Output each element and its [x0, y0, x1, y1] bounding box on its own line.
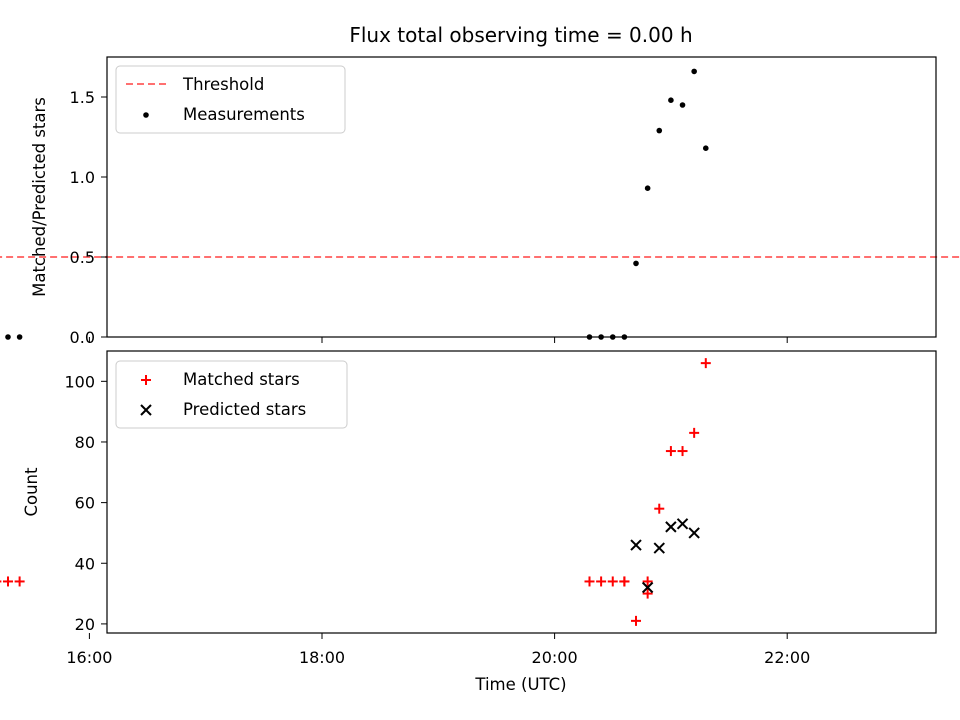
legend-predicted-label: Predicted stars: [183, 400, 306, 419]
y-tick-label: 0.0: [70, 328, 95, 347]
count-y-axis-label: Count: [22, 467, 41, 517]
ratio-x-ticks: [88, 337, 788, 343]
ratio-panel-frame: [106, 56, 937, 338]
matched-star-marker: [631, 615, 642, 626]
count-legend: Matched stars Predicted stars: [115, 360, 348, 429]
y-tick-label: 1.0: [70, 168, 95, 187]
legend-predicted-swatch-b: [140, 404, 152, 416]
y-tick-label: 40: [75, 554, 95, 573]
x-tick-label: 20:00: [532, 648, 578, 667]
x-b: [630, 539, 642, 551]
legend-measurement-swatch: [143, 112, 149, 118]
measurement-point: [633, 260, 639, 267]
predicted-star-marker: [665, 521, 677, 533]
legend-measurement-label: Measurements: [183, 105, 305, 124]
matched-star-marker: [665, 446, 676, 457]
matched-star-marker: [689, 427, 700, 438]
legend-frame: [115, 360, 348, 429]
measurement-point: [656, 127, 663, 134]
ratio-legend: Threshold Measurements: [115, 65, 346, 134]
matched-star-marker: [607, 576, 618, 587]
ratio-y-ticks: 0.0 0.5 1.0 1.5: [70, 88, 107, 347]
x-b: [665, 521, 677, 533]
count-panel-frame: [106, 350, 937, 634]
matched-star-marker: [654, 503, 665, 514]
x-tick-label: 18:00: [299, 648, 345, 667]
measurement-point: [5, 334, 11, 340]
matched-star-marker: [0, 580, 2, 583]
predicted-star-marker: [641, 581, 654, 594]
y-tick-label: 1.5: [70, 88, 95, 107]
matched-star-marker: [584, 576, 595, 587]
chart-title: Flux total observing time = 0.00 h: [349, 23, 692, 47]
ratio-panel: 0.0 0.5 1.0 1.5 Matched/Predicted stars Thr…: [0, 56, 960, 347]
measurement-point: [644, 185, 651, 191]
predicted-star-marker: [688, 527, 700, 539]
matched-star-marker: [14, 576, 25, 587]
matched-star-marker: [2, 576, 13, 587]
measurement-point: [668, 97, 674, 103]
predicted-star-marker: [676, 518, 689, 530]
x-b: [641, 581, 654, 594]
measurement-point: [679, 102, 686, 108]
x-b: [653, 542, 665, 554]
count-points-layer: [0, 358, 711, 626]
x-tick-label: 16:00: [66, 648, 112, 667]
measurement-points-layer: [5, 68, 709, 340]
predicted-star-marker: [630, 539, 642, 551]
y-tick-label: 100: [64, 372, 95, 391]
matched-star-marker: [677, 446, 688, 457]
matched-star-marker: [619, 576, 630, 587]
y-tick-label: 0.5: [70, 248, 95, 267]
ratio-y-axis-label: Matched/Predicted stars: [30, 97, 49, 297]
matched-star-marker: [596, 576, 607, 587]
matched-star-marker: [642, 588, 653, 599]
y-tick-label: 60: [75, 494, 95, 513]
x-axis-label: Time (UTC): [474, 675, 566, 694]
y-tick-label: 80: [75, 433, 95, 452]
predicted-star-marker: [653, 542, 665, 554]
measurement-point: [691, 68, 697, 75]
measurement-point: [16, 334, 23, 340]
y-tick-label: 20: [75, 615, 95, 634]
legend-frame: [115, 65, 346, 134]
legend-matched-label: Matched stars: [183, 370, 300, 389]
matched-star-marker: [642, 576, 653, 587]
matched-star-marker: [700, 358, 711, 369]
x-b: [688, 527, 700, 539]
x-b: [676, 518, 689, 530]
legend-threshold-label: Threshold: [182, 75, 264, 94]
x-tick-label: 22:00: [764, 648, 810, 667]
measurement-point: [702, 145, 709, 151]
count-y-ticks: 20 40 60 80 100: [64, 372, 107, 634]
